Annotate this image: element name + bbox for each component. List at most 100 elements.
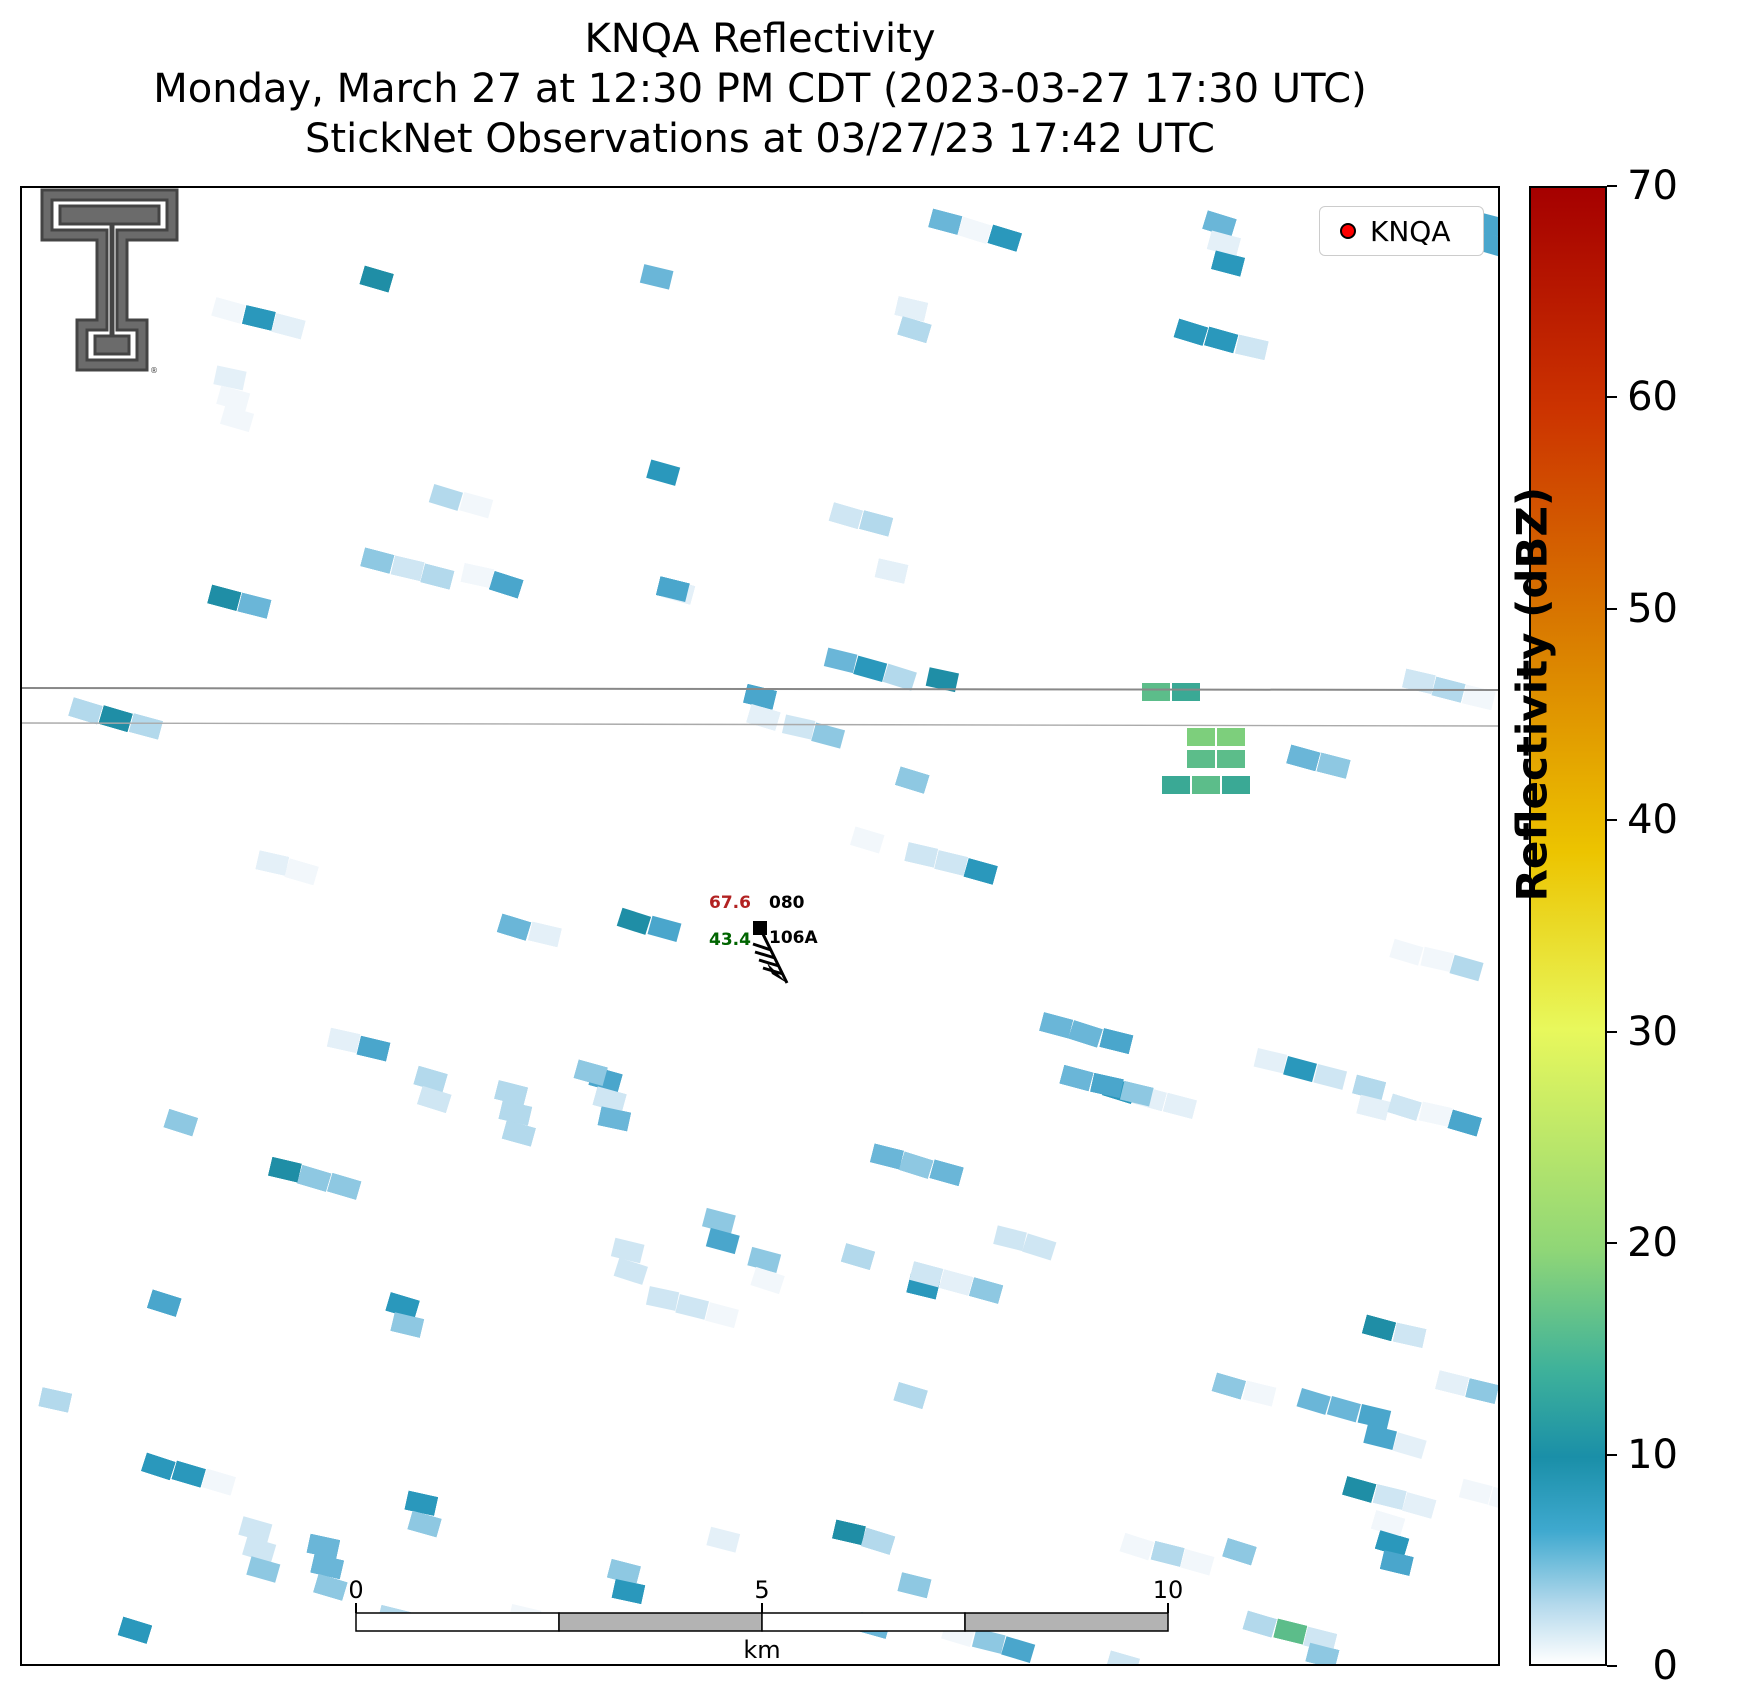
colorbar-tick-label: 10 [1627, 1431, 1678, 1478]
reflectivity-gate [141, 1452, 176, 1481]
reflectivity-gate [1187, 750, 1215, 768]
reflectivity-gate [1418, 1101, 1453, 1127]
reflectivity-gate [675, 1294, 710, 1320]
road-line [22, 722, 1498, 727]
reflectivity-gate [1449, 954, 1484, 982]
reflectivity-gate [213, 365, 247, 391]
reflectivity-gate [310, 1553, 344, 1580]
reflectivity-gate [870, 1143, 904, 1170]
wind-barb-flag [762, 966, 784, 976]
map-subtitle-time: Monday, March 27 at 12:30 PM CDT (2023-0… [153, 66, 1367, 112]
reflectivity-gate [925, 667, 960, 693]
colorbar-tick [1607, 1030, 1617, 1033]
logo-registered-mark: ® [150, 366, 158, 375]
reflectivity-gate [1119, 1081, 1154, 1107]
reflectivity-gate [1217, 728, 1245, 746]
reflectivity-gate [705, 1227, 740, 1255]
reflectivity-gate [750, 1266, 785, 1295]
reflectivity-gate [128, 713, 163, 740]
reflectivity-gate [38, 1387, 72, 1413]
reflectivity-gate [645, 1286, 680, 1311]
reflectivity-gate [894, 296, 929, 322]
reflectivity-gate [1316, 752, 1351, 779]
reflectivity-gate [909, 1261, 944, 1288]
reflectivity-gate [528, 921, 562, 948]
reflectivity-gate [1402, 668, 1436, 694]
reflectivity-gate [573, 1059, 608, 1086]
scale-bar: 0 5 10 km [348, 1576, 1183, 1664]
reflectivity-gate [957, 216, 992, 244]
reflectivity-gate [201, 1468, 236, 1496]
reflectivity-gate [1402, 1492, 1437, 1519]
reflectivity-gate [459, 492, 494, 519]
reflectivity-gate [1162, 1092, 1197, 1119]
reflectivity-gate [1172, 683, 1200, 701]
reflectivity-gate [1357, 1404, 1392, 1430]
reflectivity-gate [993, 1225, 1027, 1252]
reflectivity-gate [897, 316, 932, 344]
reflectivity-gate [853, 655, 888, 682]
reflectivity-gate [1211, 1372, 1246, 1400]
reflectivity-gate [1342, 1476, 1377, 1503]
reflectivity-gate [1105, 1650, 1140, 1664]
radar-map[interactable]: 67.6 080 43.4 106A 0 5 10 km ® [20, 186, 1500, 1666]
reflectivity-gate [1313, 1063, 1348, 1090]
reflectivity-gate [859, 510, 894, 537]
reflectivity-gate [1187, 728, 1215, 746]
reflectivity-gates [38, 208, 1498, 1664]
reflectivity-gate [496, 913, 532, 941]
scale-label-10: 10 [1153, 1576, 1184, 1604]
reflectivity-gate [1305, 1642, 1340, 1664]
colorbar [1529, 186, 1607, 1666]
colorbar-tick-label: 30 [1627, 1008, 1678, 1055]
reflectivity-gate [390, 1312, 425, 1338]
reflectivity-gate [1090, 1073, 1124, 1099]
reflectivity-gate [237, 592, 272, 619]
reflectivity-gate [1374, 1530, 1410, 1558]
reflectivity-gate [898, 1151, 934, 1179]
reflectivity-gate [1180, 1549, 1215, 1576]
reflectivity-gate [242, 305, 276, 331]
reflectivity-gate [897, 1572, 932, 1599]
reflectivity-gate [1242, 1610, 1277, 1638]
station-plot[interactable]: 67.6 080 43.4 106A [709, 893, 818, 984]
reflectivity-gate [705, 1302, 739, 1329]
reflectivity-gate [597, 1106, 632, 1132]
reflectivity-gate [1235, 334, 1269, 361]
reflectivity-gate [404, 1490, 439, 1516]
reflectivity-gate [895, 766, 930, 794]
reflectivity-gate [1356, 1094, 1391, 1121]
reflectivity-gate [1435, 1370, 1469, 1397]
reflectivity-gate [1447, 1109, 1482, 1137]
reflectivity-gate [1099, 1028, 1134, 1054]
reflectivity-gate [268, 1157, 302, 1183]
reflectivity-gate [747, 1246, 782, 1273]
colorbar-tick [1607, 1453, 1617, 1456]
reflectivity-gate [610, 1237, 645, 1264]
reflectivity-gate [1173, 318, 1208, 346]
reflectivity-gate [494, 1080, 528, 1107]
reflectivity-gate [1389, 938, 1424, 966]
reflectivity-gate [1465, 1378, 1498, 1404]
reflectivity-gate [893, 1382, 928, 1409]
reflectivity-gate [385, 1292, 420, 1320]
reflectivity-gate [1286, 744, 1321, 772]
reflectivity-gate [969, 1277, 1004, 1304]
reflectivity-gate [616, 907, 652, 935]
map-title: KNQA Reflectivity [584, 16, 936, 62]
reflectivity-gate [390, 555, 425, 581]
reflectivity-gate [246, 1556, 281, 1583]
wind-barb-flag [754, 950, 776, 960]
map-legend: KNQA [1319, 206, 1484, 256]
reflectivity-gate [1363, 1424, 1398, 1450]
reflectivity-gate [147, 1289, 182, 1317]
reflectivity-gate [428, 484, 464, 511]
reflectivity-gate [420, 563, 455, 590]
reflectivity-gate [928, 208, 963, 235]
reflectivity-gate [360, 547, 395, 574]
reflectivity-gate [971, 1628, 1006, 1654]
reflectivity-gate [498, 1100, 533, 1126]
reflectivity-gate [904, 842, 939, 868]
reflectivity-gate [359, 265, 394, 293]
reflectivity-gate [407, 1510, 442, 1538]
